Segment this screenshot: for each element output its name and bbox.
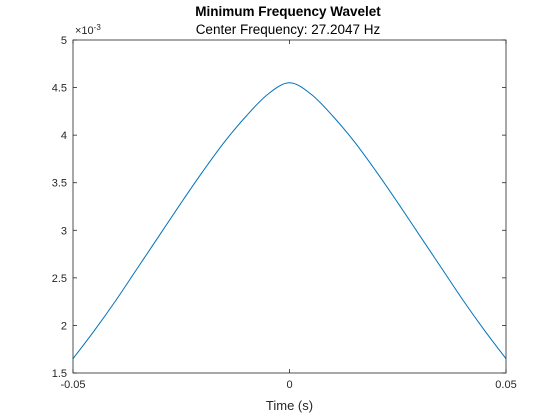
y-tick-label: 2.5 [52,273,67,285]
y-tick-label: 2 [61,320,67,332]
y-tick-label: 3 [61,225,67,237]
x-tick-label: 0.05 [495,379,516,391]
series-line [72,82,507,360]
plot-area [73,40,506,373]
chart-title: Minimum Frequency Wavelet [195,4,381,19]
y-tick-label: 3.5 [52,178,67,190]
x-tick-label: 0 [286,379,292,391]
x-axis-label: Time (s) [266,398,313,413]
x-tick-label: -0.05 [60,379,85,391]
y-tick-label: 1.5 [52,368,67,380]
y-exponent-power: -3 [94,23,102,32]
chart-subtitle: Center Frequency: 27.2047 Hz [196,22,381,37]
y-exponent-base: ×10 [75,25,94,37]
x-axis-ticks: -0.05 0 0.05 [60,40,517,391]
axes-box [72,39,507,374]
y-tick-label: 4.5 [52,83,67,95]
y-tick-label: 5 [61,35,67,47]
y-tick-label: 4 [61,130,67,142]
y-exponent-label: ×10-3 [75,23,101,37]
